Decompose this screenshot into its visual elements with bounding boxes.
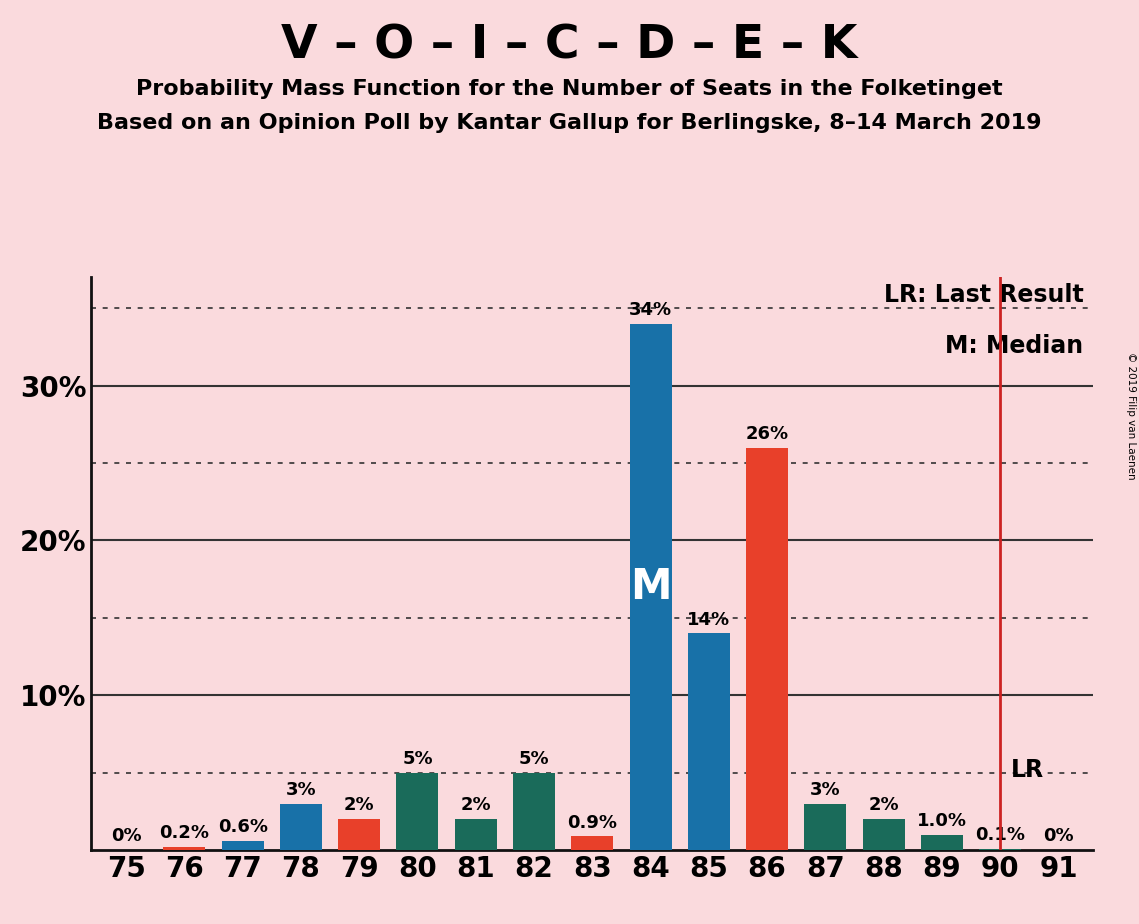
Bar <box>222 841 263 850</box>
Text: © 2019 Filip van Laenen: © 2019 Filip van Laenen <box>1126 352 1136 480</box>
Text: 5%: 5% <box>402 750 433 768</box>
Text: 0.2%: 0.2% <box>159 824 210 843</box>
Bar <box>163 847 205 850</box>
Text: 0.6%: 0.6% <box>218 818 268 836</box>
Text: 2%: 2% <box>460 796 491 814</box>
Bar <box>630 323 672 850</box>
Text: 14%: 14% <box>687 611 730 628</box>
Text: 0%: 0% <box>110 827 141 845</box>
Bar <box>746 447 788 850</box>
Bar <box>921 834 962 850</box>
Bar <box>804 804 846 850</box>
Bar <box>280 804 322 850</box>
Text: Probability Mass Function for the Number of Seats in the Folketinget: Probability Mass Function for the Number… <box>137 79 1002 99</box>
Text: 2%: 2% <box>868 796 899 814</box>
Text: M: M <box>630 565 671 608</box>
Text: 0.1%: 0.1% <box>975 826 1025 844</box>
Text: V – O – I – C – D – E – K: V – O – I – C – D – E – K <box>281 23 858 68</box>
Text: LR: LR <box>1010 758 1043 782</box>
Text: LR: Last Result: LR: Last Result <box>884 283 1083 307</box>
Text: Based on an Opinion Poll by Kantar Gallup for Berlingske, 8–14 March 2019: Based on an Opinion Poll by Kantar Gallu… <box>97 113 1042 133</box>
Bar <box>513 772 555 850</box>
Bar <box>862 819 904 850</box>
Text: 0.9%: 0.9% <box>567 813 617 832</box>
Text: 3%: 3% <box>286 781 317 799</box>
Bar <box>572 836 613 850</box>
Text: 34%: 34% <box>629 301 672 319</box>
Bar <box>980 848 1022 850</box>
Text: M: Median: M: Median <box>945 334 1083 359</box>
Text: 1.0%: 1.0% <box>917 812 967 830</box>
Text: 0%: 0% <box>1043 827 1074 845</box>
Bar <box>688 633 730 850</box>
Bar <box>396 772 439 850</box>
Text: 26%: 26% <box>746 425 788 443</box>
Bar <box>338 819 380 850</box>
Text: 2%: 2% <box>344 796 375 814</box>
Bar <box>454 819 497 850</box>
Text: 3%: 3% <box>810 781 841 799</box>
Text: 5%: 5% <box>518 750 549 768</box>
